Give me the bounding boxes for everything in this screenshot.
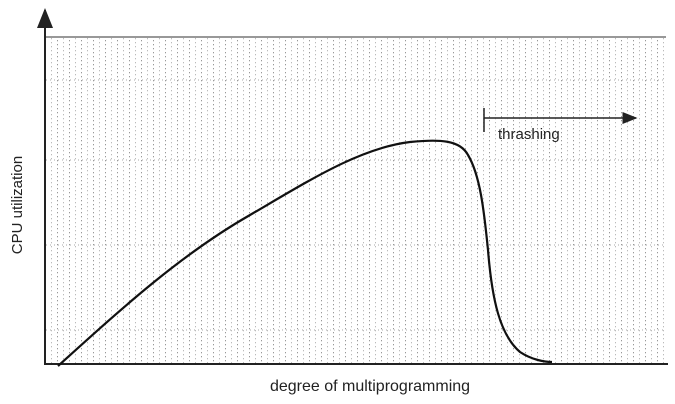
x-axis-label: degree of multiprogramming <box>270 378 470 395</box>
utilization-curve <box>57 139 553 367</box>
dotted-grid <box>46 37 666 363</box>
annotation: thrashing <box>498 126 560 143</box>
horizontal-grid <box>46 79 666 331</box>
y-axis-label: CPU utilization <box>9 156 26 254</box>
